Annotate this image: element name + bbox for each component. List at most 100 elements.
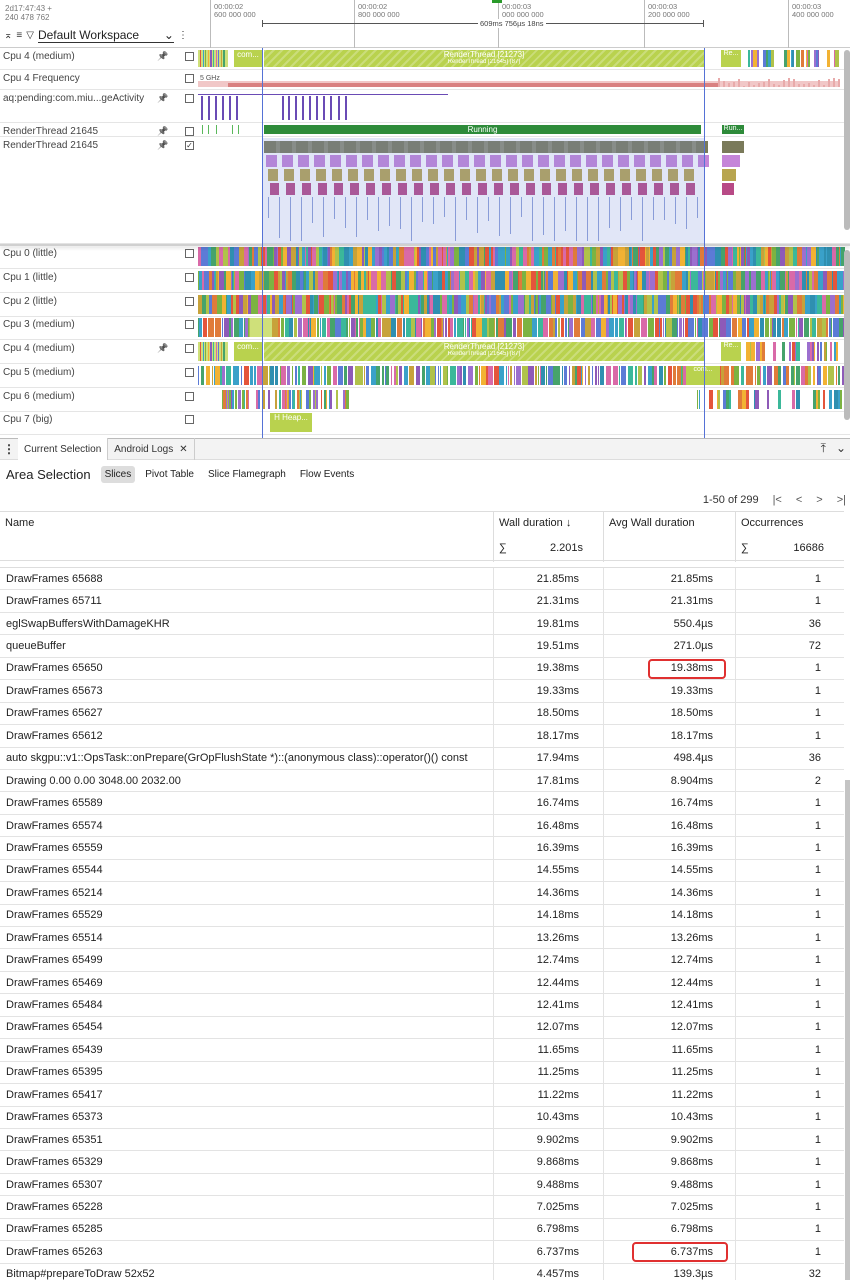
track-slice[interactable] bbox=[751, 342, 756, 361]
track-slice[interactable] bbox=[591, 271, 593, 290]
track-slice[interactable] bbox=[230, 247, 234, 266]
track-slice[interactable] bbox=[723, 271, 725, 290]
track-slice[interactable] bbox=[763, 366, 766, 385]
track-slice[interactable] bbox=[744, 247, 745, 266]
track-slice[interactable] bbox=[236, 295, 239, 314]
track-slice[interactable] bbox=[447, 366, 448, 385]
track-slice[interactable] bbox=[697, 197, 698, 219]
track-slice[interactable] bbox=[731, 366, 734, 385]
track-slice[interactable] bbox=[780, 271, 785, 290]
track-slice[interactable] bbox=[591, 318, 595, 337]
track-slice[interactable] bbox=[688, 247, 690, 266]
track-slice[interactable] bbox=[521, 197, 522, 218]
track-slice[interactable] bbox=[720, 318, 726, 337]
track-slice[interactable] bbox=[788, 78, 790, 87]
track-slice[interactable] bbox=[553, 318, 555, 337]
table-row[interactable]: DrawFrames 65514 13.26ms 13.26ms 1 bbox=[0, 927, 844, 950]
track-slice[interactable] bbox=[409, 295, 414, 314]
track-slice[interactable] bbox=[702, 271, 703, 290]
track-slice[interactable] bbox=[683, 366, 688, 385]
track-slice[interactable] bbox=[698, 271, 702, 290]
last-page-icon[interactable]: >| bbox=[836, 494, 846, 506]
track-slice[interactable] bbox=[542, 183, 551, 195]
track-slice[interactable] bbox=[728, 82, 730, 87]
track-slice[interactable] bbox=[316, 247, 319, 266]
track-slice[interactable] bbox=[769, 271, 770, 290]
track-slice[interactable] bbox=[226, 390, 228, 409]
close-icon[interactable]: ✕ bbox=[179, 443, 188, 455]
track-slice[interactable] bbox=[808, 342, 812, 361]
track-slice[interactable] bbox=[233, 271, 234, 290]
track-slice[interactable] bbox=[226, 271, 231, 290]
track-slice[interactable] bbox=[285, 390, 288, 409]
track-slice[interactable] bbox=[399, 247, 404, 266]
track-slice[interactable] bbox=[224, 318, 229, 337]
track-slice[interactable] bbox=[450, 247, 454, 266]
track-slice[interactable] bbox=[709, 318, 713, 337]
table-row[interactable]: DrawFrames 65711 21.31ms 21.31ms 1 bbox=[0, 590, 844, 613]
track-slice[interactable] bbox=[816, 247, 817, 266]
track-slice[interactable] bbox=[832, 271, 833, 290]
track-slice[interactable] bbox=[302, 96, 304, 120]
track-slice[interactable] bbox=[585, 366, 586, 385]
track-slice[interactable] bbox=[568, 295, 573, 314]
track-slice[interactable] bbox=[839, 295, 841, 314]
track-slice[interactable] bbox=[396, 169, 406, 181]
track-slice[interactable] bbox=[401, 271, 405, 290]
track-slice[interactable] bbox=[441, 318, 442, 337]
track-slice[interactable] bbox=[404, 295, 407, 314]
track-slice[interactable] bbox=[204, 271, 209, 290]
track-slice[interactable] bbox=[690, 247, 692, 266]
track-slice[interactable] bbox=[726, 295, 729, 314]
track-pending-activity[interactable]: aq:pending:com.miu...geActivity 📌 bbox=[0, 90, 850, 123]
track-slice[interactable] bbox=[538, 271, 541, 290]
track-slice[interactable] bbox=[725, 390, 730, 409]
track-slice[interactable] bbox=[733, 295, 737, 314]
track-slice[interactable] bbox=[741, 247, 744, 266]
track-slice[interactable] bbox=[401, 295, 403, 314]
track-slice[interactable] bbox=[222, 318, 223, 337]
track-slice[interactable] bbox=[444, 169, 454, 181]
panel-menu-icon[interactable]: ⋮ bbox=[3, 442, 15, 456]
track-slice[interactable] bbox=[264, 125, 701, 134]
track-slice[interactable] bbox=[351, 247, 353, 266]
track-slice[interactable] bbox=[777, 318, 781, 337]
track-slice[interactable] bbox=[745, 295, 746, 314]
track-slice[interactable] bbox=[677, 271, 681, 290]
track-slice[interactable] bbox=[261, 247, 265, 266]
track-slice[interactable] bbox=[727, 271, 728, 290]
track-slice[interactable] bbox=[638, 366, 642, 385]
track-slice[interactable] bbox=[488, 366, 493, 385]
sort-icon[interactable]: ≡ bbox=[16, 29, 23, 41]
track-slice[interactable] bbox=[709, 295, 711, 314]
track-slice[interactable] bbox=[794, 366, 795, 385]
track-slice[interactable] bbox=[760, 318, 764, 337]
track-slice[interactable] bbox=[322, 318, 326, 337]
track-slice[interactable] bbox=[592, 366, 593, 385]
track-slice[interactable] bbox=[668, 366, 672, 385]
track-slice[interactable] bbox=[688, 318, 694, 337]
track-slice[interactable] bbox=[672, 247, 676, 266]
track-slice[interactable] bbox=[607, 247, 610, 266]
track-slice[interactable] bbox=[231, 390, 234, 409]
track-slice[interactable] bbox=[270, 183, 279, 195]
track-slice[interactable] bbox=[546, 295, 551, 314]
track-slice[interactable] bbox=[755, 390, 759, 409]
track-slice[interactable] bbox=[563, 247, 566, 266]
track-slice[interactable] bbox=[686, 271, 688, 290]
track-slice[interactable] bbox=[596, 247, 600, 266]
track-slice[interactable] bbox=[503, 247, 505, 266]
track-slice[interactable] bbox=[286, 271, 288, 290]
track-slice[interactable] bbox=[633, 271, 634, 290]
track-slice[interactable] bbox=[303, 271, 304, 290]
track-slice[interactable] bbox=[198, 271, 199, 290]
track-slice[interactable] bbox=[203, 247, 208, 266]
track-slice[interactable] bbox=[778, 366, 781, 385]
track-slice[interactable] bbox=[433, 271, 438, 290]
track-slice[interactable] bbox=[658, 295, 663, 314]
track-slice[interactable] bbox=[278, 271, 280, 290]
track-checkbox[interactable] bbox=[185, 249, 194, 258]
track-slice[interactable] bbox=[556, 295, 560, 314]
track-slice[interactable] bbox=[348, 169, 358, 181]
track-slice[interactable] bbox=[746, 342, 751, 361]
